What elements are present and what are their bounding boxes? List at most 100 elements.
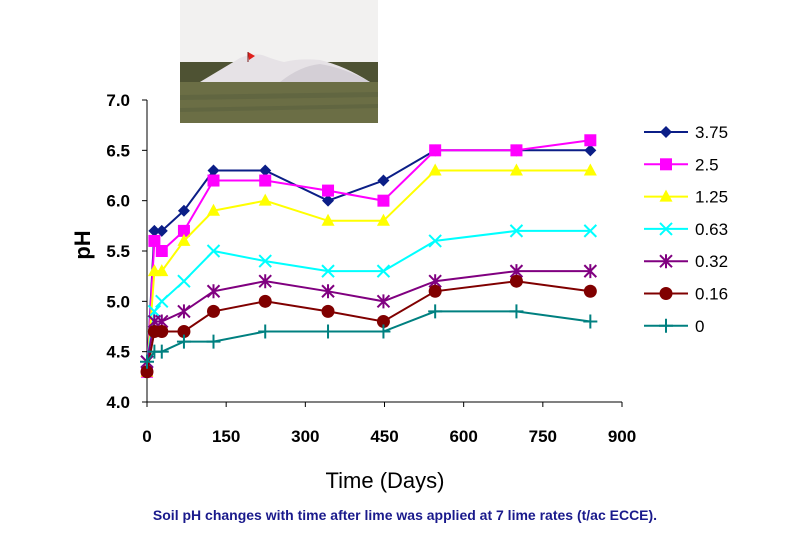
data-point — [376, 314, 390, 328]
legend-item: 0.16 — [644, 285, 728, 304]
data-point — [259, 164, 272, 177]
data-point — [583, 314, 598, 329]
data-point — [321, 324, 336, 339]
y-tick-label: 5.0 — [106, 292, 130, 311]
x-tick-label: 0 — [142, 427, 151, 446]
x-tick-label: 900 — [608, 427, 636, 446]
data-point — [376, 324, 391, 339]
data-point — [258, 254, 272, 268]
data-point — [148, 234, 161, 247]
legend-marker — [659, 189, 673, 202]
data-point — [428, 234, 442, 248]
legend-item: 0 — [644, 317, 704, 336]
x-tick-label: 150 — [212, 427, 240, 446]
data-point — [177, 233, 191, 246]
data-point — [207, 164, 220, 177]
x-tick-label: 750 — [529, 427, 557, 446]
x-tick-label: 450 — [370, 427, 398, 446]
data-point — [155, 294, 169, 309]
series-0.63 — [140, 224, 598, 369]
legend-label: 0 — [695, 317, 704, 336]
data-point — [207, 203, 220, 216]
data-point — [155, 224, 168, 237]
data-point — [258, 294, 272, 308]
data-point — [583, 163, 597, 176]
data-point — [428, 163, 442, 176]
data-point — [509, 274, 523, 288]
data-point — [377, 194, 390, 207]
legend: 3.75 2.5 1.25 0.63 0.32 0.16 0 — [644, 123, 728, 336]
data-point — [206, 284, 221, 299]
data-point — [583, 224, 598, 238]
data-point — [206, 334, 221, 349]
data-point — [376, 213, 390, 226]
data-point — [259, 174, 272, 187]
legend-label: 0.63 — [695, 220, 728, 239]
data-point — [376, 264, 391, 278]
data-point — [177, 204, 190, 217]
data-point — [509, 304, 524, 319]
data-point — [322, 194, 335, 207]
legend-marker — [660, 126, 672, 138]
legend-label: 0.16 — [695, 285, 728, 304]
photo-flag-icon — [248, 52, 255, 60]
photo-field-near — [180, 82, 378, 123]
data-point — [510, 144, 523, 157]
legend-marker — [660, 158, 672, 171]
data-point — [322, 184, 335, 197]
legend-item: 0.63 — [644, 220, 728, 239]
legend-label: 3.75 — [695, 123, 728, 142]
legend-marker — [659, 287, 673, 300]
series-0.32 — [140, 264, 598, 369]
x-tick-label: 600 — [449, 427, 477, 446]
series-0 — [140, 304, 598, 369]
data-point — [140, 365, 154, 379]
y-ticks: 4.0 4.5 5.0 5.5 6.0 6.5 7.0 — [106, 91, 147, 412]
data-point — [154, 344, 169, 359]
data-point — [207, 174, 220, 187]
x-ticks: 0 150 300 450 600 750 900 — [142, 402, 636, 446]
y-tick-label: 6.5 — [106, 141, 130, 160]
data-point — [155, 325, 169, 339]
data-point — [428, 304, 443, 319]
data-point — [258, 193, 272, 206]
data-point — [321, 264, 335, 278]
legend-marker — [659, 222, 673, 236]
data-point — [583, 284, 597, 298]
data-point — [155, 245, 168, 257]
data-point — [584, 144, 597, 157]
data-point — [176, 334, 191, 349]
y-tick-label: 4.0 — [106, 393, 130, 412]
legend-label: 2.5 — [695, 155, 719, 174]
legend-item: 2.5 — [644, 155, 719, 174]
data-point — [140, 354, 154, 369]
data-point — [321, 304, 335, 318]
x-axis-title: Time (Days) — [326, 468, 445, 493]
photo-sky — [180, 0, 378, 62]
data-point — [148, 224, 161, 237]
data-point — [258, 324, 273, 339]
legend-item: 1.25 — [644, 188, 728, 207]
data-point — [177, 304, 191, 319]
data-point — [147, 304, 162, 319]
x-tick-label: 300 — [291, 427, 319, 446]
data-point — [509, 224, 524, 238]
photo-pile-shadow — [280, 64, 370, 82]
series-0.16 — [140, 274, 597, 379]
y-tick-label: 4.5 — [106, 343, 130, 362]
data-point — [258, 274, 272, 289]
legend-item: 0.32 — [644, 252, 728, 271]
legend-item: 3.75 — [644, 123, 728, 142]
legend-marker — [659, 254, 673, 269]
legend-label: 1.25 — [695, 188, 728, 207]
data-point — [206, 244, 221, 258]
data-point — [207, 304, 220, 318]
data-point — [509, 163, 523, 176]
data-point — [428, 284, 442, 298]
y-tick-label: 5.5 — [106, 242, 130, 261]
data-point — [376, 294, 391, 309]
legend-label: 0.32 — [695, 252, 728, 271]
y-tick-label: 7.0 — [106, 91, 130, 110]
lime-pile-photo — [180, 0, 378, 123]
